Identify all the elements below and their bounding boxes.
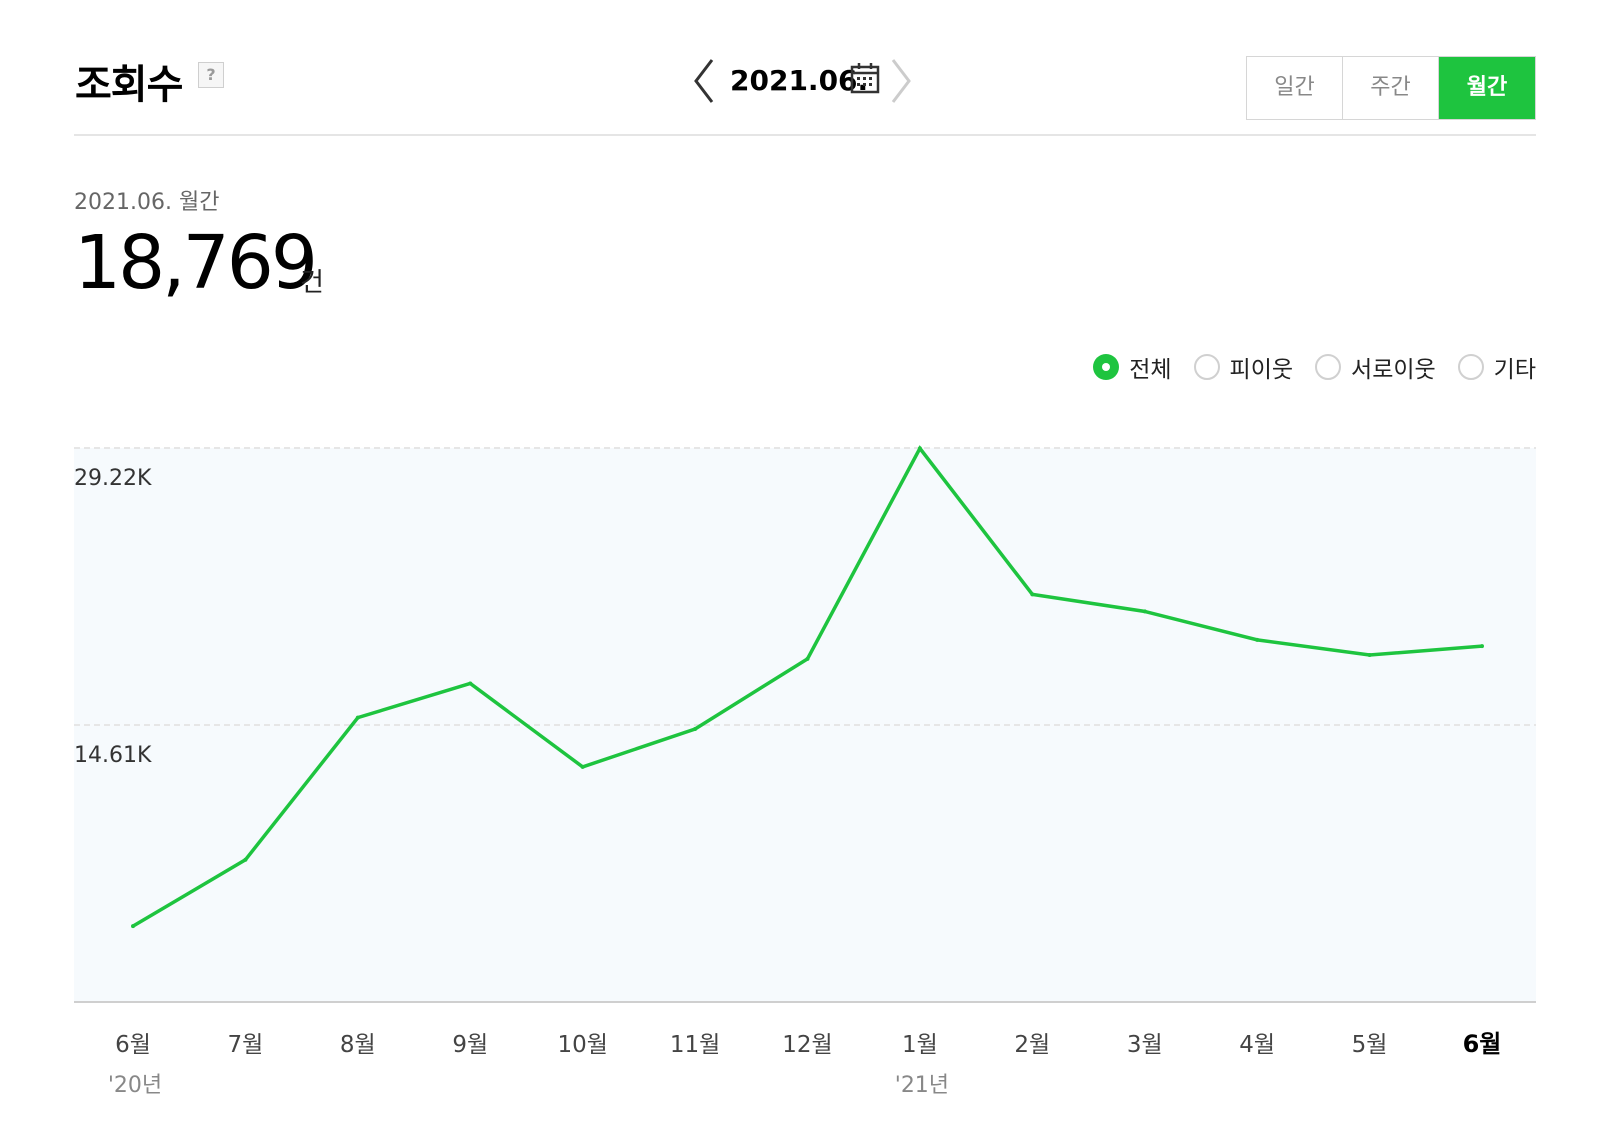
x-tick-label: 4월	[1239, 1032, 1275, 1058]
y-tick-label: 29.22K	[74, 466, 152, 491]
chevron-right-icon[interactable]	[885, 56, 915, 106]
data-point	[243, 857, 248, 862]
y-tick-label: 14.61K	[74, 743, 152, 768]
filter-label: 전체	[1129, 357, 1172, 383]
data-point	[917, 446, 922, 451]
x-tick-label: 6월	[1463, 1030, 1502, 1058]
x-tick-label: 2월	[1014, 1032, 1050, 1058]
x-tick-label: 3월	[1127, 1032, 1163, 1058]
period-toggle: 일간 주간 월간	[1246, 56, 1536, 120]
radio-icon[interactable]	[1193, 354, 1220, 380]
summary-period-label: 2021.06. 월간	[74, 190, 220, 215]
radio-icon[interactable]	[1457, 354, 1484, 380]
x-tick-label: 8월	[340, 1032, 376, 1058]
period-monthly-button[interactable]: 월간	[1439, 57, 1535, 119]
x-year-label: '20년	[108, 1073, 162, 1098]
data-point	[1480, 644, 1484, 649]
radio-icon[interactable]	[1315, 354, 1342, 380]
page-title: 조회수	[75, 62, 183, 108]
filter-other[interactable]: 기타	[1457, 350, 1536, 384]
period-daily-button[interactable]: 일간	[1247, 57, 1343, 119]
summary-value: 18,769	[74, 220, 318, 306]
data-point	[805, 656, 810, 661]
x-tick-label: 11월	[670, 1032, 720, 1058]
data-point	[355, 715, 360, 720]
filter-label: 서로이웃	[1351, 357, 1436, 383]
data-point	[580, 764, 585, 769]
x-tick-label: 1월	[902, 1032, 938, 1058]
x-year-label: '21년	[895, 1073, 949, 1098]
visitor-filter: 전체 피이웃 서로이웃 기타	[1071, 350, 1536, 384]
data-point	[1255, 637, 1260, 642]
data-point	[1367, 653, 1372, 658]
period-weekly-button[interactable]: 주간	[1343, 57, 1439, 119]
filter-label: 피이웃	[1229, 357, 1294, 383]
filter-neighbor[interactable]: 피이웃	[1193, 350, 1294, 384]
question-mark-icon[interactable]: ?	[198, 62, 224, 88]
data-point	[693, 726, 698, 731]
data-point	[131, 924, 135, 929]
summary-unit: 건	[300, 268, 324, 298]
current-date: 2021.06.	[730, 64, 869, 97]
filter-mutual-neighbor[interactable]: 서로이웃	[1315, 350, 1436, 384]
filter-all[interactable]: 전체	[1093, 350, 1172, 384]
filter-label: 기타	[1493, 357, 1536, 383]
data-point	[1142, 609, 1147, 614]
calendar-icon[interactable]	[850, 62, 880, 94]
x-tick-label: 7월	[228, 1032, 264, 1058]
header-divider	[74, 134, 1536, 136]
x-tick-label: 9월	[452, 1032, 488, 1058]
x-tick-label: 5월	[1352, 1032, 1388, 1058]
x-tick-label: 6월	[115, 1032, 151, 1058]
x-tick-label: 10월	[557, 1032, 607, 1058]
x-tick-label: 12월	[782, 1032, 832, 1058]
chevron-left-icon[interactable]	[690, 56, 720, 106]
data-point	[468, 681, 473, 686]
radio-selected-icon[interactable]	[1093, 354, 1120, 380]
data-point	[1030, 592, 1035, 597]
